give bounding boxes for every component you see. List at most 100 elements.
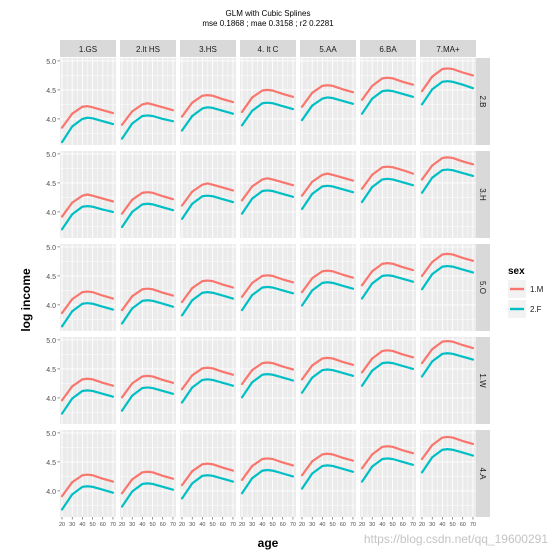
series-line-1.M [420,156,475,181]
panel-background [420,151,476,238]
series-line-1.M [360,165,415,190]
facet-panel [420,151,476,238]
x-tick-label: 60 [100,522,106,528]
facet-panel [420,58,476,145]
y-tick-label: 4.0 [46,210,56,217]
series-line-2.F [60,302,115,328]
y-tick-label: 4.5 [46,181,56,188]
y-tick-label: 4.0 [46,117,56,124]
watermark-text: https://blog.csdn.net/qq_19600291 [364,532,548,546]
series-line-1.M [300,452,355,477]
panel-background [300,430,356,517]
y-axis-label: log income [19,268,33,332]
column-strip [240,40,296,57]
series-line-1.M [180,366,235,391]
series-line-1.M [120,102,175,126]
series-line-1.M [120,287,175,312]
x-tick-label: 70 [290,522,296,528]
series-line-2.F [120,386,175,412]
series-line-2.F [420,264,475,291]
facet-panel [240,337,296,424]
panel-background [420,244,476,331]
panel-background [180,430,236,517]
series-line-1.M [240,457,295,481]
x-tick-label: 30 [129,522,135,528]
series-line-2.F [360,177,415,204]
row-strip-label: 1.W [478,373,487,388]
facet-panel [360,244,416,331]
legend-entry-label: 1.M [530,285,544,294]
facet-panel [420,244,476,331]
y-tick-label: 4.0 [46,489,56,496]
column-strip-label: 4. lt C [258,45,279,54]
series-line-2.F [120,114,175,140]
facet-panel [300,337,356,424]
chart-subtitle: mse 0.1868 ; mae 0.3158 ; r2 0.2281 [202,19,334,28]
panel-background [60,430,116,517]
series-line-1.M [60,193,115,218]
x-tick-label: 30 [69,522,75,528]
facet-panel [120,337,176,424]
series-line-1.M [300,84,355,108]
x-tick-label: 20 [239,522,245,528]
series-line-2.F [360,457,415,483]
y-tick-label: 4.5 [46,274,56,281]
column-strip-label: 6.BA [379,45,397,54]
column-strip-label: 3.HS [199,45,217,54]
series-line-1.M [180,182,235,207]
series-line-1.M [180,462,235,487]
x-tick-label: 60 [280,522,286,528]
y-tick-label: 5.0 [46,152,56,159]
legend-title: sex [508,266,525,277]
facet-panel [60,151,116,238]
column-strip [60,40,116,57]
x-tick-label: 20 [179,522,185,528]
series-line-2.F [60,485,115,511]
series-line-1.M [360,445,415,470]
series-line-1.M [420,339,475,365]
series-line-1.M [240,274,295,298]
series-line-1.M [360,76,415,101]
panel-background [60,337,116,424]
x-tick-label: 50 [450,522,456,528]
panel-background [360,430,416,517]
facet-panel [420,430,476,517]
x-tick-label: 50 [150,522,156,528]
x-tick-label: 60 [400,522,406,528]
series-line-2.F [360,274,415,300]
series-line-1.M [420,67,475,93]
facet-panel [60,337,116,424]
series-line-1.M [60,473,115,498]
series-line-1.M [120,470,175,495]
x-axis-label: age [258,536,279,550]
facet-panel [120,58,176,145]
row-strip-label: 5.O [478,281,487,294]
facet-panel [120,244,176,331]
facet-panel [360,151,416,238]
series-line-2.F [300,96,355,122]
column-strip [420,40,476,57]
series-line-1.M [180,94,235,118]
series-line-2.F [240,189,295,215]
series-line-2.F [420,352,475,378]
row-strip-label: 2.B [478,95,487,107]
column-strip-label: 1.GS [79,45,97,54]
chart-title: GLM with Cubic Splines [226,9,311,18]
column-strip-label: 5.AA [319,45,337,54]
column-strip [360,40,416,57]
panel-background [240,337,296,424]
series-line-2.F [240,373,295,399]
panel-background [420,337,476,424]
x-tick-label: 40 [319,522,325,528]
row-strip [476,244,490,331]
legend: sex 1.M 2.F [508,266,544,318]
facet-panel [120,151,176,238]
facet-panel [300,430,356,517]
row-strip [476,151,490,238]
y-tick-label: 5.0 [46,431,56,438]
series-line-2.F [60,205,115,231]
x-tick-label: 50 [330,522,336,528]
facet-panel [420,337,476,424]
